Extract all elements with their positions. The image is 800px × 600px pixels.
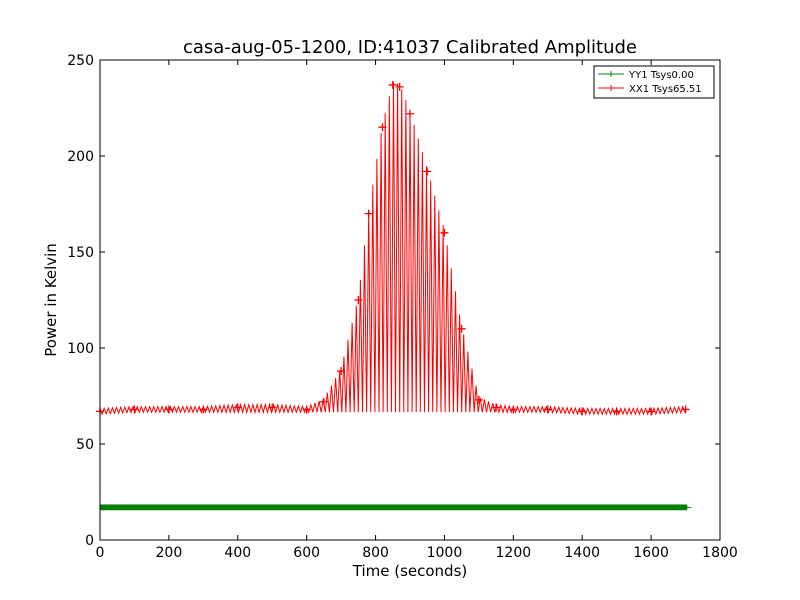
y-tick-label: 50	[76, 437, 94, 453]
series-marker	[364, 209, 373, 218]
series-marker	[509, 405, 518, 414]
series-marker	[388, 80, 397, 89]
legend: YY1 Tsys0.00 XX1 Tsys65.51	[593, 65, 715, 99]
x-tick-label: 600	[293, 545, 320, 561]
series-marker	[337, 367, 346, 376]
x-tick-label: 0	[96, 545, 105, 561]
series-marker	[233, 403, 242, 412]
legend-box	[593, 65, 715, 99]
legend-marker	[608, 85, 614, 91]
y-axis: 0 50 100 150 200 250	[67, 53, 720, 549]
x-tick-label: 1800	[702, 545, 738, 561]
series-marker	[130, 405, 139, 414]
legend-label: XX1 Tsys65.51	[629, 84, 702, 95]
series-marker	[406, 109, 414, 118]
series-marker	[681, 405, 690, 414]
series-marker	[457, 324, 466, 333]
series-marker	[492, 403, 501, 412]
series-marker	[423, 167, 432, 176]
series-marker	[395, 82, 404, 91]
y-tick-label: 100	[67, 341, 94, 357]
series-marker	[164, 405, 173, 414]
x-tick-label: 1000	[427, 545, 463, 561]
y-axis-label: Power in Kelvin	[42, 243, 60, 357]
series-marker	[578, 407, 587, 416]
y-tick-label: 200	[67, 149, 94, 165]
series-marker	[543, 405, 552, 414]
x-axis-label: Time (seconds)	[352, 562, 468, 580]
series-line	[99, 82, 686, 416]
series-marker	[378, 123, 387, 132]
x-tick-label: 1400	[564, 545, 600, 561]
x-tick-label: 400	[224, 545, 251, 561]
x-tick-label: 1600	[633, 545, 669, 561]
series-marker	[474, 395, 483, 404]
series-marker	[647, 407, 656, 416]
y-tick-label: 150	[67, 245, 94, 261]
y-tick-label: 250	[67, 53, 94, 69]
series-marker	[354, 296, 363, 304]
series-marker	[440, 228, 449, 237]
x-tick-label: 1200	[496, 545, 532, 561]
x-axis: 0 200 400 600 800 1000 1200 1400 1600 1800	[96, 60, 738, 561]
axes-frame	[99, 59, 721, 541]
x-tick-label: 800	[362, 545, 389, 561]
legend-marker	[608, 71, 614, 77]
series-marker	[612, 407, 621, 416]
chart-marks	[96, 80, 692, 511]
series-marker	[302, 405, 311, 414]
xx1-series	[96, 80, 690, 416]
x-tick-label: 200	[156, 545, 183, 561]
yy1-series	[100, 504, 692, 511]
series-marker	[268, 403, 277, 412]
y-tick-label: 0	[85, 533, 94, 549]
series-marker	[199, 405, 208, 414]
chart-title: casa-aug-05-1200, ID:41037 Calibrated Am…	[183, 37, 637, 58]
legend-label: YY1 Tsys0.00	[628, 70, 694, 81]
series-line	[100, 504, 688, 511]
series-marker	[319, 397, 328, 406]
